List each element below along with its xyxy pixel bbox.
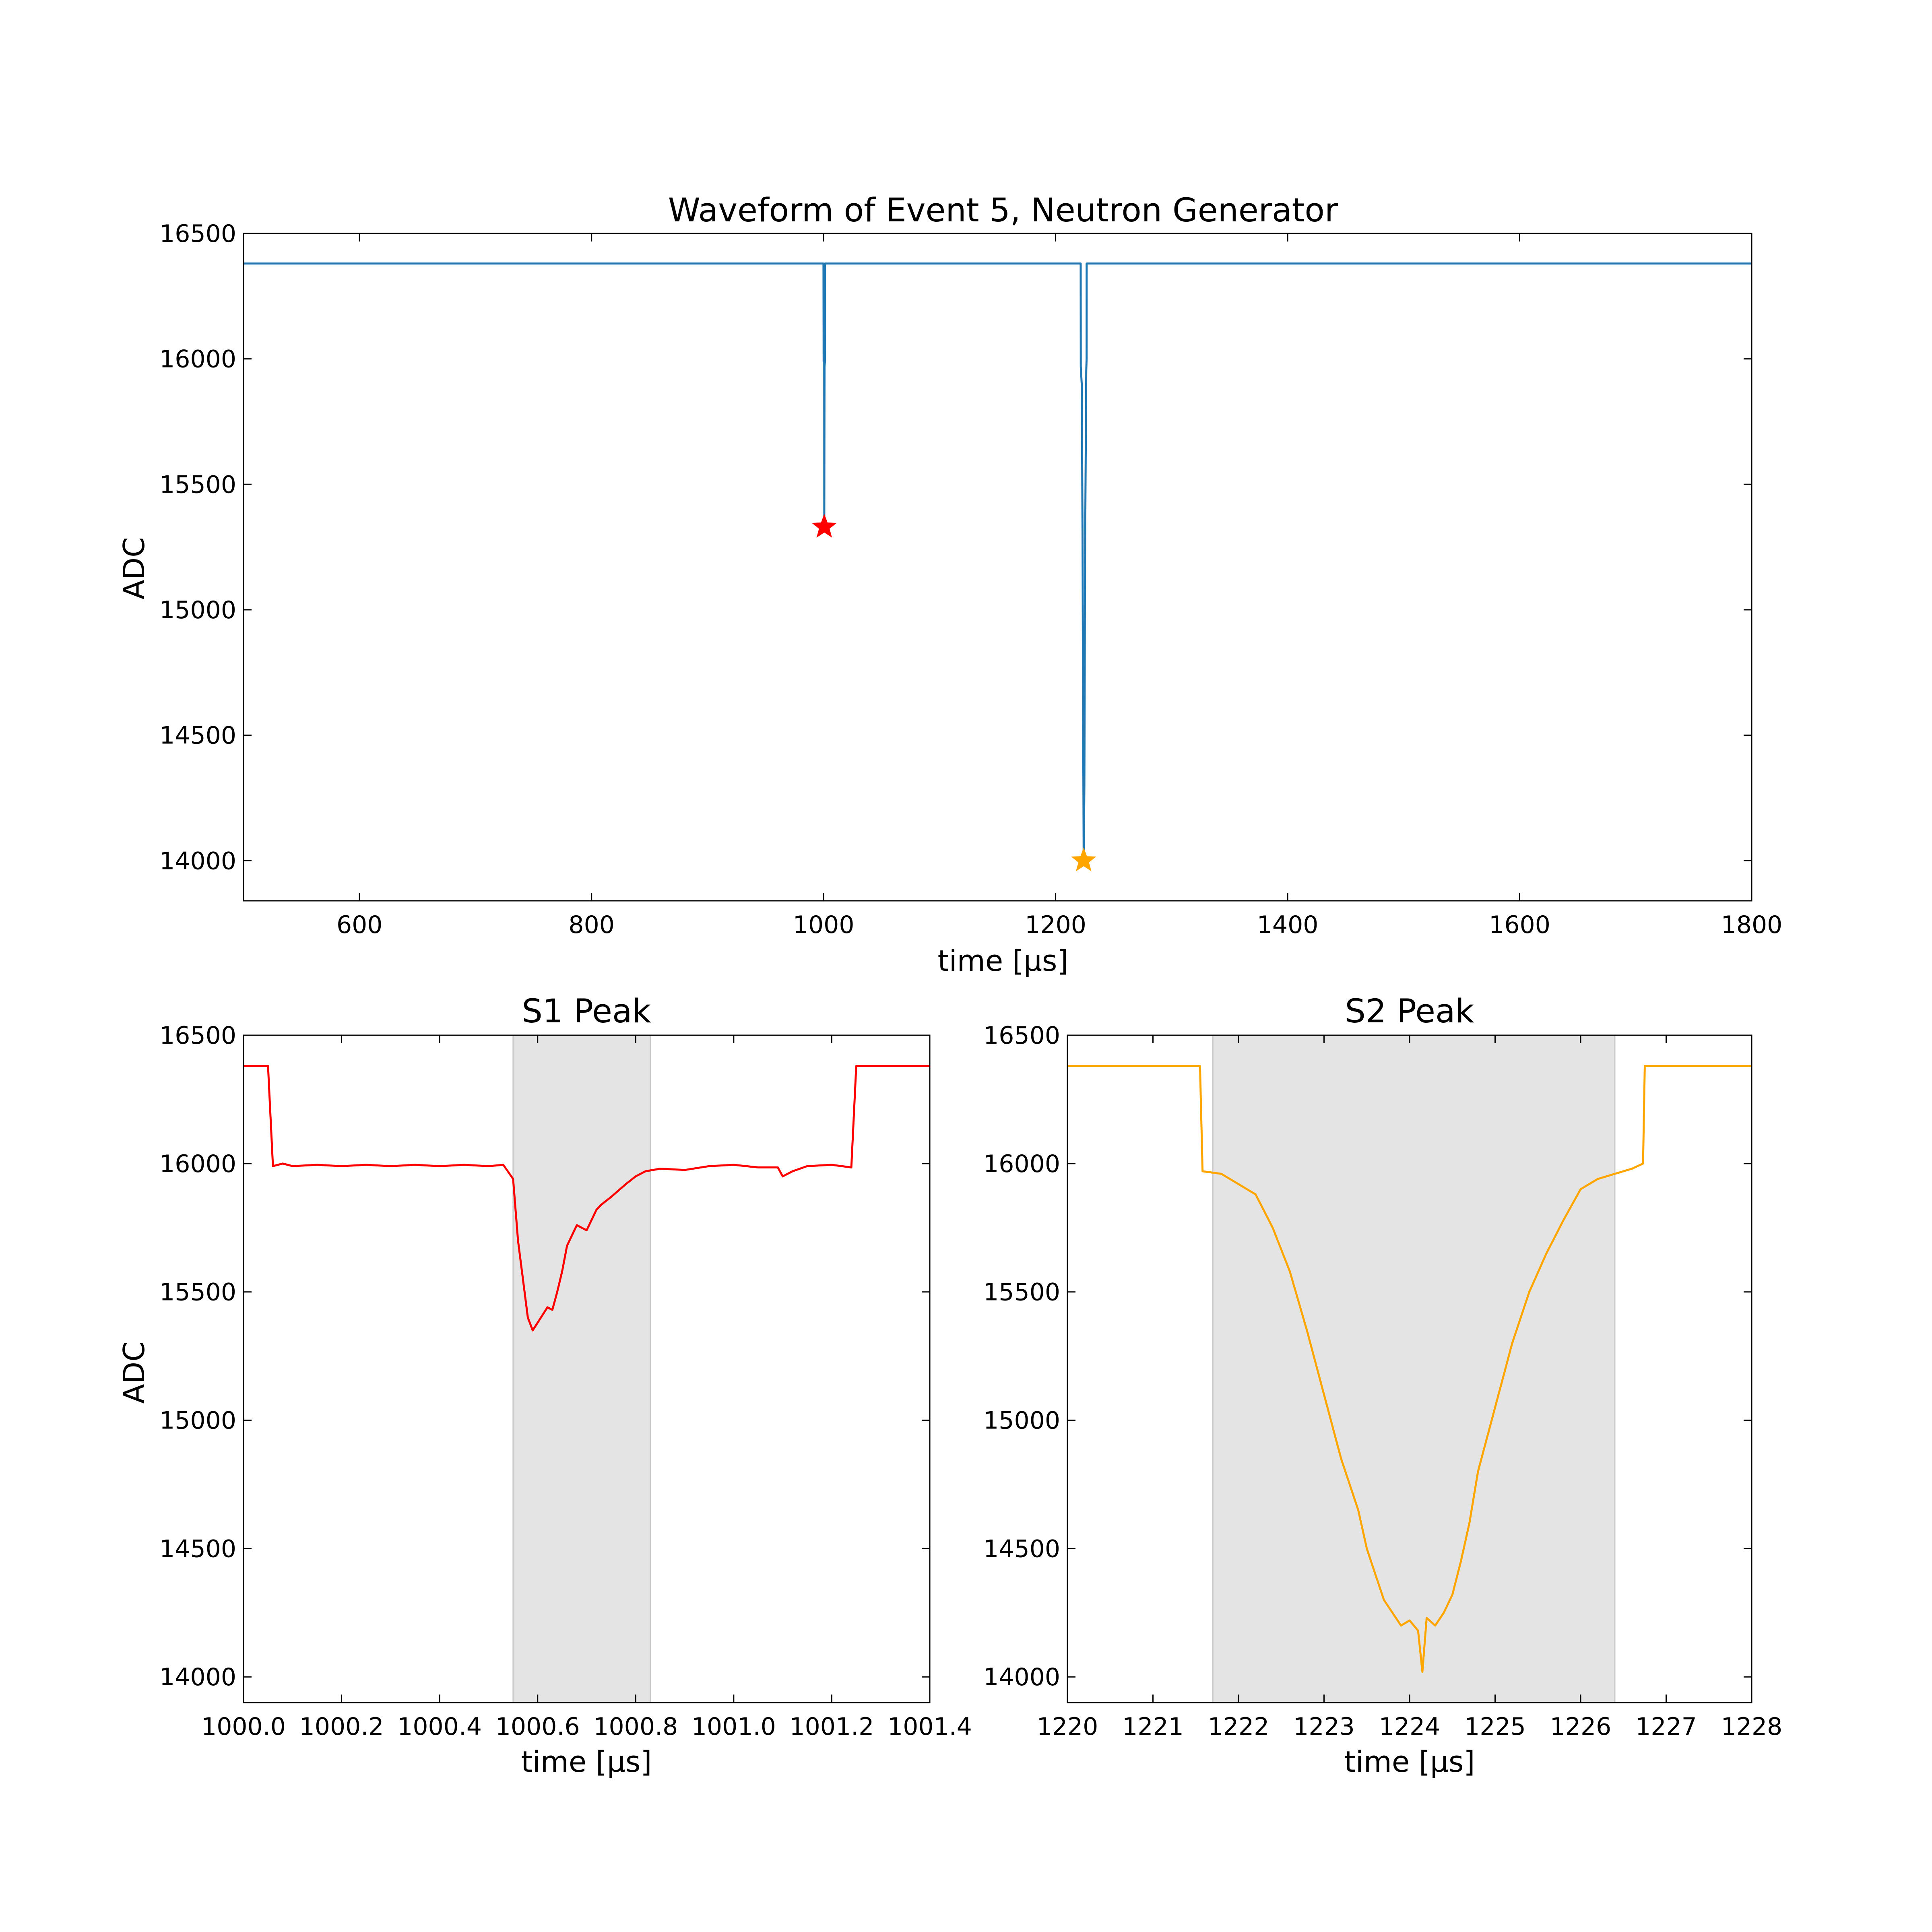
overview-peak-star-marker-1 xyxy=(1071,847,1096,871)
s1-shaded-region xyxy=(512,1034,651,1703)
overview-ytick-label: 16000 xyxy=(159,345,236,374)
s2-ytick-label: 15500 xyxy=(983,1278,1060,1307)
overview-xtick-label: 1600 xyxy=(1489,911,1550,939)
overview-title: Waveform of Event 5, Neutron Generator xyxy=(668,192,1338,229)
s1-xtick-label: 1001.0 xyxy=(691,1713,776,1741)
overview-peak-star-marker-0 xyxy=(811,514,837,538)
overview-ytick-label: 16500 xyxy=(159,220,236,248)
s2-series-line-0 xyxy=(1067,1065,1752,1673)
overview-ytick-label: 15500 xyxy=(159,471,236,499)
s2-xtick-label: 1221 xyxy=(1122,1713,1184,1741)
overview-xtick-label: 1000 xyxy=(793,911,855,939)
s1-ytick-label: 15500 xyxy=(159,1278,236,1307)
overview-ytick-label: 14000 xyxy=(159,847,236,875)
s1-ylabel: ADC xyxy=(117,1342,151,1404)
s2-xtick-label: 1220 xyxy=(1037,1713,1098,1741)
overview-series-line-0 xyxy=(244,262,1752,862)
s2-ytick-label: 16500 xyxy=(983,1022,1060,1050)
s2-ytick-label: 14500 xyxy=(983,1535,1060,1563)
s1-ytick-label: 14000 xyxy=(159,1663,236,1691)
overview-xtick-label: 600 xyxy=(336,911,383,939)
s1-ytick-label: 15000 xyxy=(159,1407,236,1435)
s1-xlabel: time [µs] xyxy=(521,1745,652,1779)
s1-xtick-label: 1000.6 xyxy=(495,1713,580,1741)
s2-ytick-label: 16000 xyxy=(983,1150,1060,1178)
overview-xtick-label: 1800 xyxy=(1721,911,1783,939)
s2-xtick-label: 1227 xyxy=(1635,1713,1697,1741)
s1-title: S1 Peak xyxy=(522,993,651,1030)
s2-title: S2 Peak xyxy=(1345,993,1474,1030)
s1-ytick-label: 16000 xyxy=(159,1150,236,1178)
s2-xtick-label: 1223 xyxy=(1293,1713,1355,1741)
s2-xtick-label: 1224 xyxy=(1379,1713,1441,1741)
overview-xtick-label: 1400 xyxy=(1257,911,1319,939)
s2-xtick-label: 1226 xyxy=(1550,1713,1612,1741)
s1-ytick-label: 14500 xyxy=(159,1535,236,1563)
s2-xtick-label: 1228 xyxy=(1721,1713,1783,1741)
overview-xtick-label: 1200 xyxy=(1025,911,1086,939)
s1-xtick-label: 1000.0 xyxy=(201,1713,286,1741)
overview-xtick-label: 800 xyxy=(568,911,615,939)
s2-shaded-region xyxy=(1212,1034,1616,1703)
overview-xlabel: time [µs] xyxy=(937,944,1068,978)
overview-panel: Waveform of Event 5, Neutron Generator t… xyxy=(117,192,1782,978)
s1-xtick-label: 1000.8 xyxy=(593,1713,678,1741)
s2-xlabel: time [µs] xyxy=(1344,1745,1475,1779)
s1-axes-frame xyxy=(243,1034,931,1703)
s1-series-line-0 xyxy=(244,1065,930,1331)
overview-axes-frame xyxy=(243,233,1752,902)
s2-ytick-label: 14000 xyxy=(983,1663,1060,1691)
overview-ytick-label: 15000 xyxy=(159,596,236,624)
s2-xtick-label: 1222 xyxy=(1208,1713,1269,1741)
s1-xtick-label: 1000.2 xyxy=(299,1713,384,1741)
s2-panel: S2 Peak time [µs] 1220 1221 1222 1223 1224 12… xyxy=(983,993,1782,1779)
s1-xtick-label: 1001.2 xyxy=(789,1713,874,1741)
s2-xtick-label: 1225 xyxy=(1464,1713,1526,1741)
s2-ytick-label: 15000 xyxy=(983,1407,1060,1435)
s1-xtick-label: 1000.4 xyxy=(397,1713,482,1741)
s1-xtick-label: 1001.4 xyxy=(888,1713,972,1741)
overview-ylabel: ADC xyxy=(117,537,151,600)
s1-ytick-label: 16500 xyxy=(159,1022,236,1050)
overview-ytick-label: 14500 xyxy=(159,722,236,750)
s1-panel: S1 Peak time [µs] ADC 1000.0 1000.2 1000.4… xyxy=(117,993,972,1779)
